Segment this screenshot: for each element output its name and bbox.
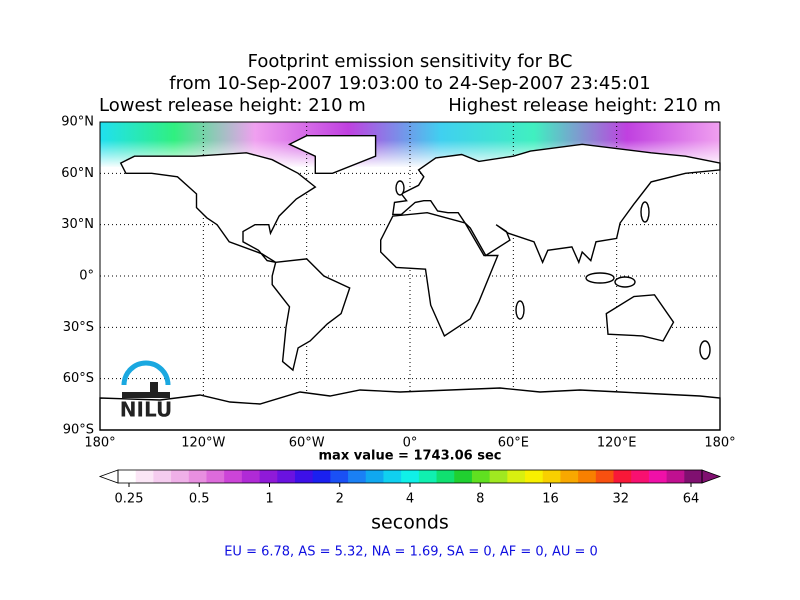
north-america [119,152,317,263]
title-line: from 10-Sep-2007 19:03:00 to 24-Sep-2007… [169,73,651,94]
y-tick-label: 90°S [63,423,94,438]
colorbar-segment [188,470,207,483]
colorbar-tick-label: 16 [542,492,559,507]
south-america [271,258,351,372]
colorbar-segment [365,470,384,483]
eurasia [391,143,721,265]
colorbar-segment [153,470,172,483]
map-frame [99,121,721,431]
colorbar-segment [241,470,261,483]
colorbar-segment [224,470,243,483]
y-tick-label: 30°S [63,320,94,335]
colorbar-tick-label: 32 [612,492,629,507]
colorbar-segment [418,470,438,483]
y-tick-label: 0° [79,269,94,284]
y-tick-label: 60°S [63,371,94,386]
colorbar-tick-label: 2 [336,492,344,507]
colorbar-tick-label: 4 [406,492,414,507]
colorbar-segment [595,470,615,483]
colorbar-segment [206,470,225,483]
map: NILU [99,121,721,431]
new-guinea [614,276,636,288]
colorbar-segment [454,470,473,483]
x-tick-label: 180° [704,436,735,451]
colorbar-tick-label: 8 [476,492,484,507]
y-tick-label: 90°N [61,115,94,130]
greenland [287,135,377,174]
new-zealand [699,340,711,360]
colorbar-segment [312,470,331,483]
madagascar [515,300,525,320]
logo: NILU [120,360,172,422]
title-right: Highest release height: 210 m [448,95,721,116]
colorbar-segment [118,470,137,483]
y-tick-label: 30°N [61,217,94,232]
japan [640,201,650,223]
colorbar-segment [666,470,685,483]
title-line: Footprint emission sensitivity for BC [248,51,573,72]
colorbar-segment [542,470,561,483]
colorbar-segment [525,470,544,483]
colorbar-segment [560,470,579,483]
africa [380,211,499,337]
logo-text: NILU [120,398,172,422]
colorbar-segment [648,470,668,483]
colorbar-tick-label: 64 [683,492,700,507]
logo-arc [121,360,171,386]
colorbar-segment [383,470,402,483]
colorbar-segment [277,470,296,483]
colorbar-segment [631,470,650,483]
x-tick-label: 60°W [289,436,325,451]
colorbar-segment [613,470,632,483]
colorbar-segment [171,470,190,483]
colorbar-segment [294,470,314,483]
title-left: Lowest release height: 210 m [99,95,366,116]
logo-skyline [122,392,170,398]
x-tick-label: 180° [84,436,115,451]
antarctica [99,387,721,431]
y-tick-label: 60°N [61,166,94,181]
colorbar-segment [401,470,420,483]
max-value: max value = 1743.06 sec [319,449,502,464]
colorbar-over [701,469,722,484]
colorbar-label: seconds [371,512,449,534]
colorbar-segment [436,470,455,483]
colorbar-segment [348,470,367,483]
indonesia [585,272,615,284]
logo-skyline [150,382,158,394]
colorbar-segment [471,470,491,483]
colorbar-tick-label: 0.5 [189,492,210,507]
colorbar-segment [259,470,278,483]
x-tick-label: 120°E [597,436,637,451]
colorbar-segment [330,470,349,483]
australia [605,294,675,342]
colorbar-under [98,469,119,484]
x-tick-label: 120°W [181,436,225,451]
x-tick-label: 60°E [498,436,529,451]
footer: EU = 6.78, AS = 5.32, NA = 1.69, SA = 0,… [224,545,598,560]
colorbar-segment [578,470,597,483]
colorbar-segment [684,470,703,483]
colorbar-segment [135,470,154,483]
colorbar-segment [489,470,508,483]
britain [395,180,405,196]
colorbar-tick-label: 0.25 [115,492,144,507]
colorbar-segment [507,470,526,483]
colorbar-tick-label: 1 [265,492,273,507]
colorbar: 0.25 0.5 1 2 4 8 16 32 64 [98,469,722,507]
x-tick-label: 0° [403,436,418,451]
